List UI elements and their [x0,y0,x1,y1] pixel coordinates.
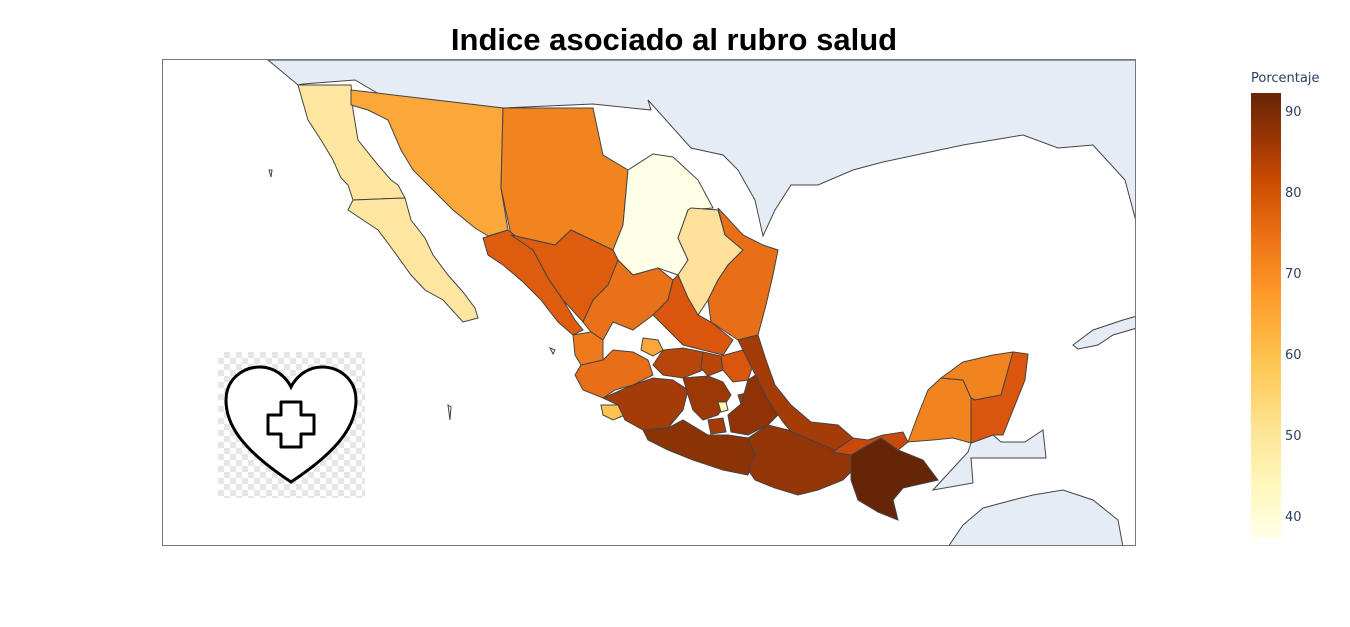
state-michoacan[interactable] [601,377,689,431]
colorbar-tick: 50 [1285,429,1302,444]
state-campeche[interactable] [907,377,972,444]
state-morelos[interactable] [707,417,727,435]
state-aguascalientes[interactable] [640,337,664,357]
state-oaxaca[interactable] [747,424,854,496]
colorbar-tick: 60 [1285,348,1302,363]
state-edomex[interactable] [682,375,732,421]
colorbar-tick: 80 [1285,186,1302,201]
colorbar-tick: 70 [1285,267,1302,282]
state-baja-california-sur[interactable] [347,197,479,323]
island-guadalupe [268,169,273,178]
island-revillagigedo [548,347,556,356]
state-guanajuato[interactable] [652,347,704,379]
state-san-luis-potosi[interactable] [652,274,734,356]
colorbar-tick: 90 [1285,105,1302,120]
health-logo [218,352,365,498]
heart-plus-icon [224,365,358,484]
island-clarion [447,403,452,421]
state-queretaro[interactable] [700,351,724,377]
colorbar-tick: 40 [1285,510,1302,525]
chart-title: Indice asociado al rubro salud [450,22,898,57]
state-chiapas[interactable] [850,437,939,521]
state-chihuahua[interactable] [500,107,629,251]
state-cdmx[interactable] [717,401,729,413]
state-colima[interactable] [600,404,626,421]
cuba-region [1072,316,1135,350]
colorbar-title: Porcentaje [1251,71,1320,86]
state-jalisco[interactable] [574,349,654,399]
state-zacatecas[interactable] [582,259,674,341]
colorbar [1251,93,1281,538]
mexico-map[interactable] [163,60,1136,546]
central-america-region [931,429,1124,545]
state-quintana-roo[interactable] [970,351,1029,444]
